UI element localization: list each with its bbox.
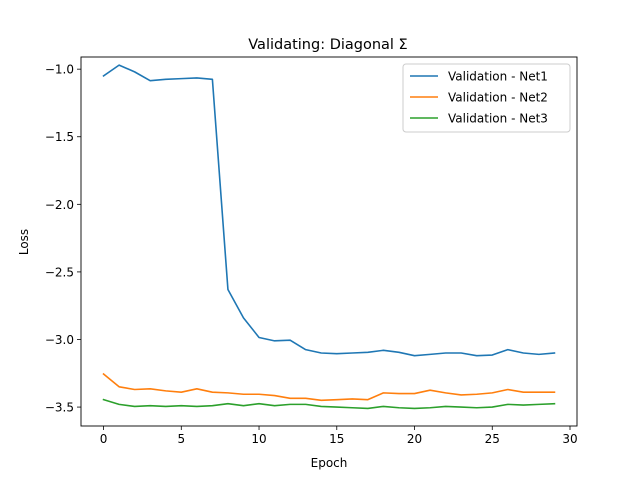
y-tick-label: −2.0 <box>45 198 74 212</box>
series-line-1 <box>102 64 556 357</box>
x-tick-label: 30 <box>562 432 577 446</box>
x-axis-label: Epoch <box>311 456 348 470</box>
series-line-3 <box>102 398 556 410</box>
y-tick-label: −1.5 <box>45 130 74 144</box>
y-tick-label: −1.0 <box>45 63 74 77</box>
legend: Validation - Net1 Validation - Net2 Vali… <box>402 63 571 133</box>
y-axis-label: Loss <box>17 229 31 255</box>
x-tick-label: 25 <box>485 432 500 446</box>
x-tick-label: 20 <box>407 432 422 446</box>
y-axis-ticks: −1.0 −1.5 −2.0 −2.5 −3.0 −3.5 <box>45 63 81 415</box>
x-tick-label: 10 <box>251 432 266 446</box>
y-tick-label: −3.0 <box>45 333 74 347</box>
legend-box <box>402 63 571 133</box>
chart-title: Validating: Diagonal Σ <box>248 37 407 53</box>
x-tick-label: 0 <box>100 432 108 446</box>
y-tick-label: −3.5 <box>45 401 74 415</box>
legend-label-net2: Validation - Net2 <box>448 91 548 105</box>
x-tick-label: 5 <box>177 432 185 446</box>
x-tick-label: 15 <box>329 432 344 446</box>
series-layer <box>102 64 556 410</box>
legend-label-net3: Validation - Net3 <box>448 112 548 126</box>
axes-frame <box>80 56 578 427</box>
y-tick-label: −2.5 <box>45 265 74 279</box>
x-axis-ticks: 0 5 10 15 20 25 30 <box>100 426 578 446</box>
series-line-2 <box>102 372 556 402</box>
legend-label-net1: Validation - Net1 <box>448 70 548 84</box>
